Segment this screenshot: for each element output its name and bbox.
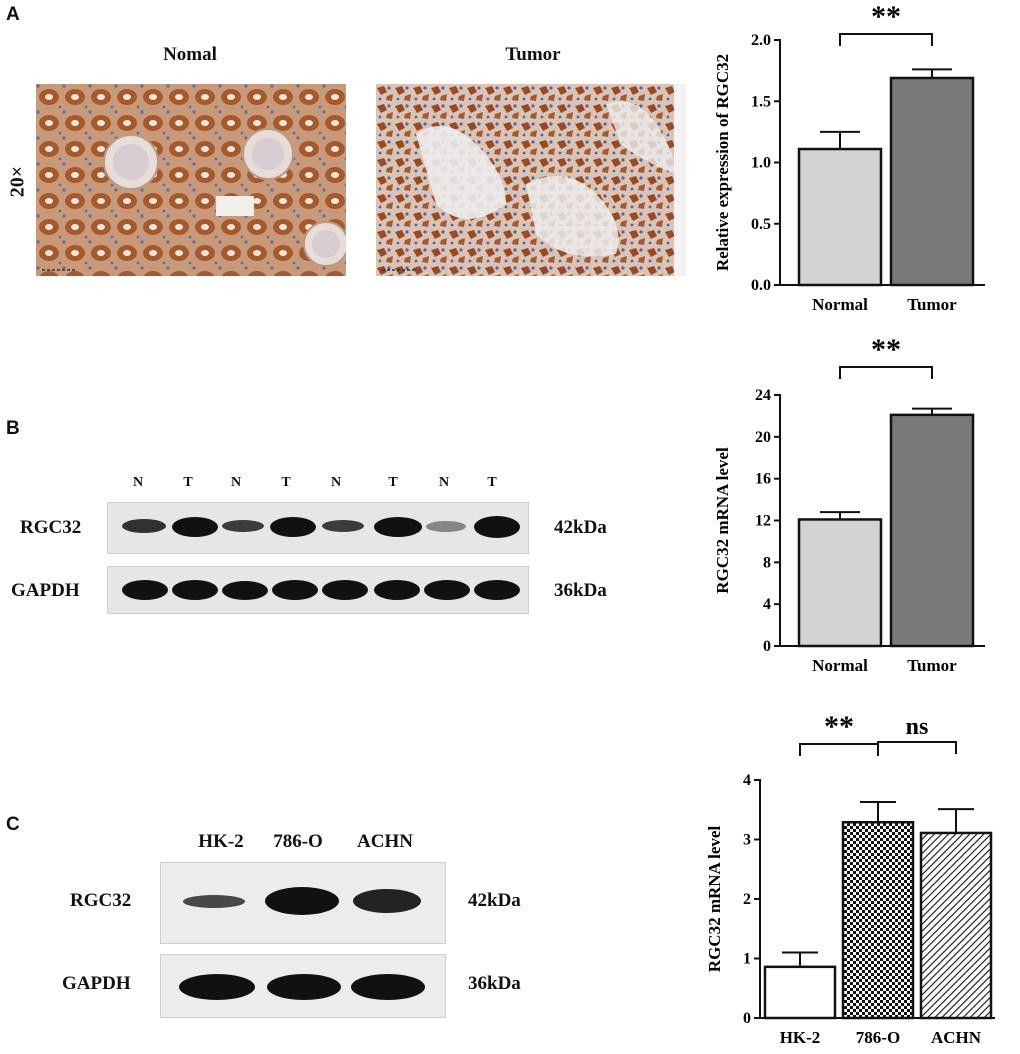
band	[172, 580, 218, 600]
c-rgc32-blot	[160, 862, 446, 944]
lane-label-b7: N	[438, 475, 450, 490]
bar	[797, 518, 883, 648]
band	[474, 580, 520, 600]
y-tick-label: 3	[743, 832, 751, 849]
y-axis-label: Relative expression of RGC32	[713, 54, 732, 271]
normal-tissue-image	[36, 84, 346, 276]
band	[270, 517, 316, 537]
y-tick-label: 0	[743, 1010, 751, 1027]
y-axis-label: RGC32 mRNA level	[713, 447, 732, 594]
y-tick-label: 4	[743, 772, 751, 789]
normal-image-label: Nomal	[163, 44, 217, 65]
band	[222, 520, 264, 532]
b-gapdh-blot	[107, 566, 529, 614]
significance-bracket	[799, 743, 879, 756]
b-gapdh-label: GAPDH	[11, 580, 80, 601]
b-gapdh-size: 36kDa	[554, 580, 607, 601]
chart-mrna-tissue: 0 4 8 12 16 20 24 RGC32 mRNA level Normal Tumor **	[713, 333, 985, 675]
band	[351, 974, 425, 1000]
bar	[889, 413, 975, 648]
significance-bracket	[839, 366, 933, 379]
y-tick-label: 2	[743, 891, 751, 908]
band	[122, 580, 168, 600]
b-rgc32-size: 42kDa	[554, 517, 607, 538]
x-tick-label: Normal	[812, 295, 868, 314]
band	[426, 521, 466, 532]
b-rgc32-label: RGC32	[20, 517, 82, 538]
b-rgc32-blot	[107, 502, 529, 554]
chart-relative-expression: 0.0 0.5 1.0 1.5 2.0 Relative expression of RG…	[713, 0, 985, 314]
significance-bracket	[839, 33, 933, 46]
y-tick-label: 1.0	[751, 155, 771, 172]
y-tick-label: 4	[763, 596, 771, 613]
lane-label-b5: N	[330, 475, 342, 490]
band	[474, 516, 520, 538]
bar	[889, 76, 975, 287]
y-tick-label: 20	[755, 429, 771, 446]
panel-a-letter: A	[6, 4, 20, 25]
panel-c-letter: C	[6, 814, 20, 835]
lane-label-786o: 786-O	[273, 831, 323, 852]
c-rgc32-size: 42kDa	[468, 890, 521, 911]
band	[267, 974, 341, 1000]
x-tick-label: Tumor	[907, 295, 957, 314]
band	[272, 580, 318, 600]
lane-label-achn: ACHN	[357, 831, 413, 852]
c-gapdh-label: GAPDH	[62, 973, 131, 994]
y-tick-label: 1	[743, 951, 751, 968]
panel-b-letter: B	[6, 418, 20, 439]
band	[222, 581, 268, 600]
significance-label: ns	[906, 714, 929, 740]
band	[265, 887, 339, 915]
significance-label: **	[824, 710, 854, 743]
y-tick-label: 2.0	[751, 32, 771, 49]
band	[122, 519, 166, 533]
band	[374, 517, 422, 537]
significance-bracket	[877, 741, 957, 754]
bar	[763, 965, 837, 1020]
lane-label-b4: T	[281, 475, 291, 490]
y-tick-label: 8	[763, 554, 771, 571]
c-rgc32-label: RGC32	[70, 890, 132, 911]
tumor-image-label: Tumor	[505, 44, 561, 65]
lane-label-b8: T	[487, 475, 497, 490]
lane-label-b3: N	[230, 475, 242, 490]
bar	[797, 147, 883, 287]
bar	[919, 831, 993, 1020]
band	[322, 580, 368, 600]
band	[183, 895, 245, 908]
x-tick-label: Normal	[812, 656, 868, 675]
significance-label: **	[871, 333, 901, 366]
y-tick-label: 12	[755, 513, 771, 530]
lane-label-b2: T	[183, 475, 193, 490]
y-tick-label: 0.5	[751, 216, 771, 233]
tumor-tissue-image	[376, 84, 686, 276]
c-gapdh-blot	[160, 954, 446, 1018]
lane-label-b1: N	[132, 475, 144, 490]
y-tick-label: 24	[755, 387, 771, 404]
x-tick-label: HK-2	[780, 1028, 821, 1047]
y-tick-label: 1.5	[751, 93, 771, 110]
band	[179, 974, 255, 1000]
band	[374, 580, 420, 600]
x-tick-label: 786-O	[856, 1028, 900, 1047]
c-gapdh-size: 36kDa	[468, 973, 521, 994]
significance-label: **	[871, 0, 901, 33]
band	[322, 520, 364, 532]
x-tick-label: ACHN	[931, 1028, 982, 1047]
y-tick-label: 16	[755, 471, 771, 488]
magnification-label: 20×	[6, 165, 29, 198]
lane-label-hk2: HK-2	[198, 831, 244, 852]
y-tick-label: 0	[763, 638, 771, 655]
chart-mrna-cells: 0 1 2 3 4 RGC32 mRNA level HK-2 786-O ACHN ** ns	[705, 710, 995, 1047]
y-tick-label: 0.0	[751, 277, 771, 294]
band	[424, 580, 470, 600]
band	[353, 889, 421, 913]
band	[172, 517, 218, 537]
bar	[841, 820, 915, 1020]
x-tick-label: Tumor	[907, 656, 957, 675]
lane-label-b6: T	[388, 475, 398, 490]
y-axis-label: RGC32 mRNA level	[705, 826, 724, 973]
